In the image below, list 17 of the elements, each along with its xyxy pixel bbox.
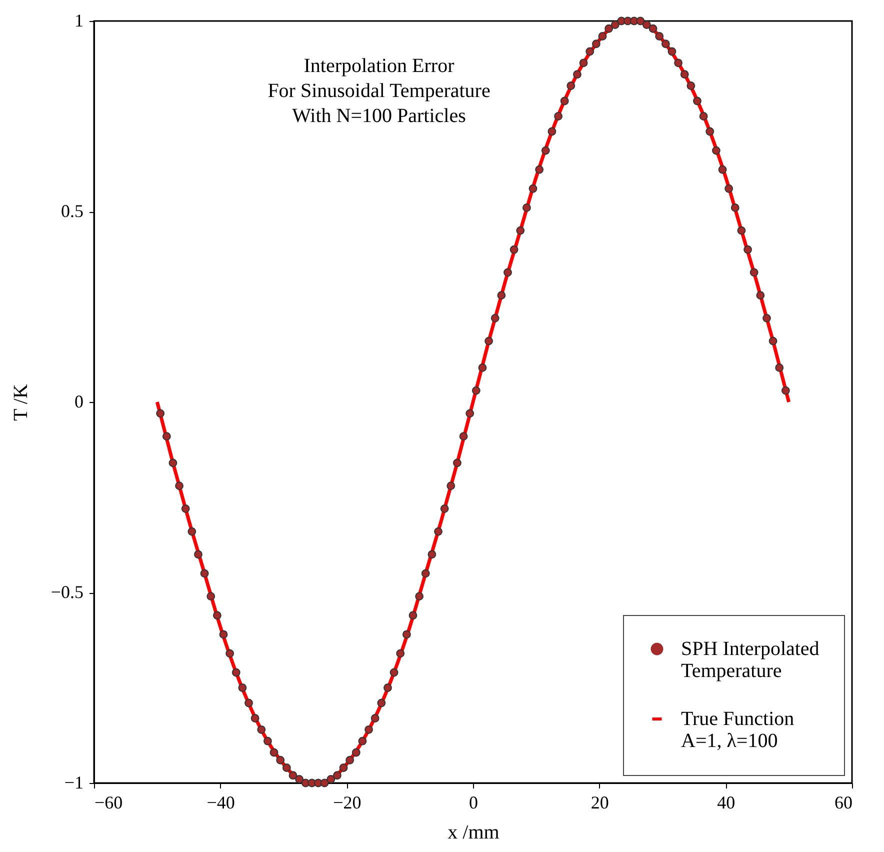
x-tick-label: 60 <box>834 792 852 812</box>
y-tick-label: 1 <box>74 10 84 30</box>
x-tick-label: −60 <box>94 792 123 812</box>
x-axis-title: x /mm <box>448 822 500 844</box>
annotation: Interpolation Error For Sinusoidal Temperature With N=100 Particles <box>268 55 490 127</box>
legend-label: True Function A=1, λ=100 <box>681 708 794 752</box>
y-axis-title: T /K <box>10 384 32 421</box>
y-tick-label: −1 <box>64 772 84 792</box>
y-tick-label: 0 <box>74 392 84 412</box>
x-tick-label: 40 <box>717 792 736 812</box>
x-tick-label: −20 <box>333 792 362 812</box>
x-tick-label: −40 <box>206 792 235 812</box>
y-tick-label: 0.5 <box>61 201 84 221</box>
x-tick-label: 0 <box>469 792 478 812</box>
x-tick-label: 20 <box>590 792 609 812</box>
y-tick-label: −0.5 <box>50 582 84 602</box>
legend-label: SPH Interpolated Temperature <box>681 638 820 682</box>
